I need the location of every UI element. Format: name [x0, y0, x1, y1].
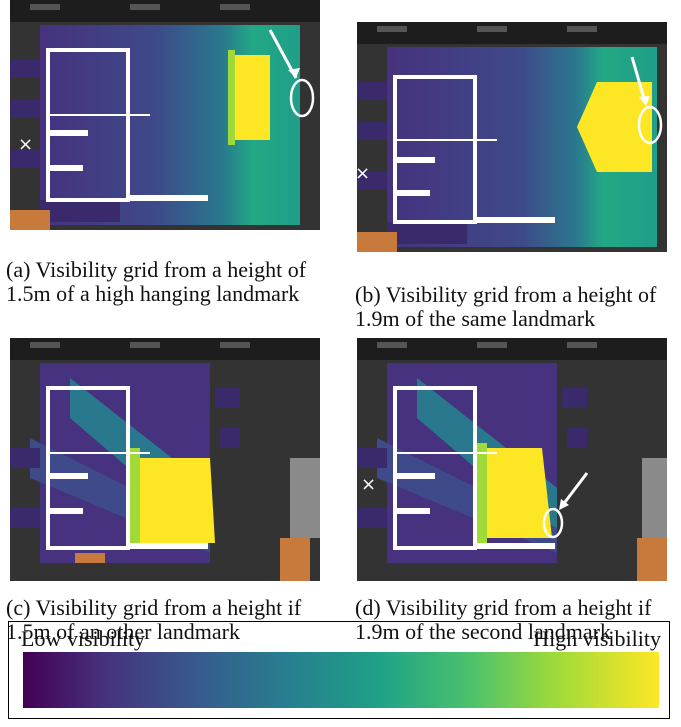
visibility-grid-image-b: ×	[357, 22, 667, 252]
visibility-grid-image-c	[10, 338, 320, 581]
visibility-grid-panel-d: ×	[357, 338, 667, 581]
svg-text:×: ×	[361, 474, 376, 495]
visibility-grid-panel-c	[10, 338, 320, 581]
svg-text:×: ×	[18, 134, 33, 155]
svg-text:×: ×	[357, 163, 370, 184]
colorbar-high-label: High visibility	[533, 626, 661, 651]
visibility-grid-panel-a: ×	[10, 0, 320, 230]
colorbar-low-label: Low visibility	[21, 626, 146, 651]
caption-a: (a) Visibility grid from a height of 1.5…	[6, 257, 307, 306]
visibility-grid-panel-b: ×	[357, 22, 667, 252]
visibility-grid-image-d: ×	[357, 338, 667, 581]
caption-d: (d) Visibility grid from a height if 1.9…	[355, 595, 652, 644]
caption-c: (c) Visibility grid from a height if 1.5…	[6, 595, 302, 644]
visibility-grid-image-a: ×	[10, 0, 320, 230]
colorbar-gradient	[23, 652, 659, 708]
caption-b: (b) Visibility grid from a height of 1.9…	[355, 282, 657, 331]
colorbar-legend: Low visibility High visibility	[8, 621, 670, 719]
